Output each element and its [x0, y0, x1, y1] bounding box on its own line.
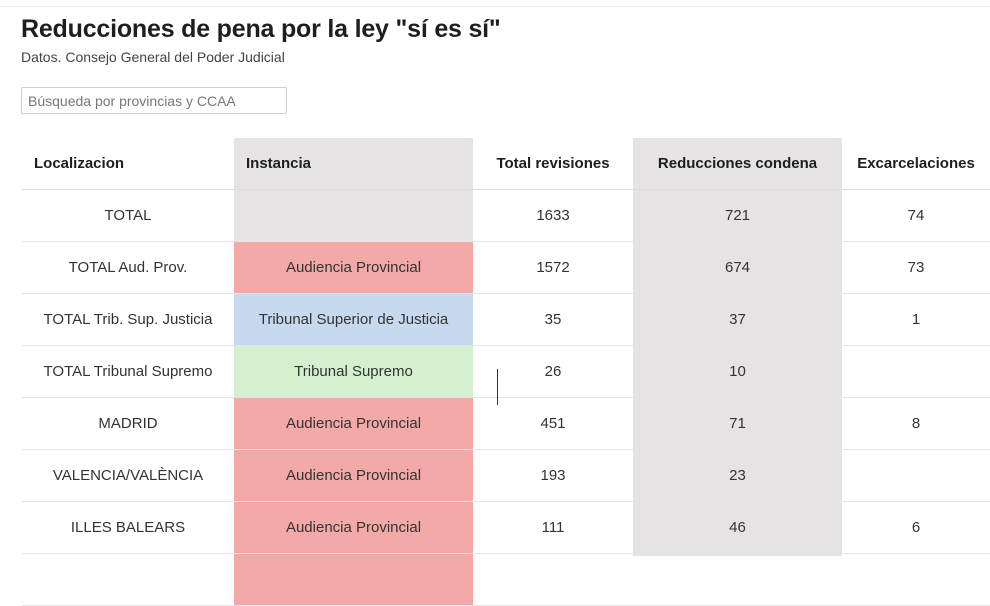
cell-excarcelaciones: 74: [842, 189, 990, 242]
cell-total-revisiones: 1572: [473, 241, 633, 294]
table-row: TOTAL Tribunal Supremo Tribunal Supremo 26…: [22, 345, 990, 398]
cell-localizacion: TOTAL Tribunal Supremo: [22, 345, 234, 398]
cell-reducciones-condena: 71: [633, 397, 842, 450]
cell-localizacion: TOTAL Aud. Prov.: [22, 241, 234, 294]
cell-total-revisiones: 26: [473, 345, 633, 398]
cell-reducciones-condena: 10: [633, 345, 842, 398]
cell-reducciones-condena: [633, 553, 842, 606]
cell-instancia: Audiencia Provincial: [234, 501, 473, 554]
table-header-row: Localizacion Instancia Total revisiones …: [22, 138, 990, 190]
cell-reducciones-condena: 37: [633, 293, 842, 346]
cell-localizacion: TOTAL: [22, 189, 234, 242]
page-subtitle: Datos. Consejo General del Poder Judicia…: [21, 49, 285, 65]
cell-localizacion: VALENCIA/VALÈNCIA: [22, 449, 234, 502]
table-row: TOTAL Aud. Prov. Audiencia Provincial 1572…: [22, 241, 990, 294]
cell-instancia: [234, 553, 473, 606]
table-row: TOTAL Trib. Sup. Justicia Tribunal Superi…: [22, 293, 990, 346]
header-instancia[interactable]: Instancia: [234, 138, 473, 190]
cell-excarcelaciones: 8: [842, 397, 990, 450]
cell-instancia: Tribunal Supremo: [234, 345, 473, 398]
table-row: VALENCIA/VALÈNCIA Audiencia Provincial 193…: [22, 449, 990, 502]
table-row: [22, 553, 990, 606]
cell-instancia: Audiencia Provincial: [234, 241, 473, 294]
table-row: MADRID Audiencia Provincial 451 71 8: [22, 397, 990, 450]
text-cursor: [497, 369, 498, 405]
cell-total-revisiones: 451: [473, 397, 633, 450]
cell-excarcelaciones: [842, 345, 990, 398]
cell-excarcelaciones: [842, 449, 990, 502]
cell-total-revisiones: 111: [473, 501, 633, 554]
cell-reducciones-condena: 721: [633, 189, 842, 242]
header-reducciones-condena[interactable]: Reducciones condena: [633, 138, 842, 190]
cell-excarcelaciones: 1: [842, 293, 990, 346]
header-excarcelaciones[interactable]: Excarcelaciones: [842, 138, 990, 190]
cell-reducciones-condena: 23: [633, 449, 842, 502]
cell-excarcelaciones: 73: [842, 241, 990, 294]
top-divider: [0, 6, 990, 7]
cell-total-revisiones: 35: [473, 293, 633, 346]
cell-reducciones-condena: 674: [633, 241, 842, 294]
cell-instancia: [234, 189, 473, 242]
cell-instancia: Audiencia Provincial: [234, 397, 473, 450]
table-row: ILLES BALEARS Audiencia Provincial 111 46 6: [22, 501, 990, 554]
cell-total-revisiones: 193: [473, 449, 633, 502]
cell-reducciones-condena: 46: [633, 501, 842, 554]
cell-excarcelaciones: [842, 553, 990, 606]
page-title: Reducciones de pena por la ley "sí es sí…: [21, 15, 501, 43]
cell-localizacion: [22, 553, 234, 606]
cell-total-revisiones: [473, 553, 633, 606]
search-input[interactable]: [21, 87, 287, 114]
data-table: Localizacion Instancia Total revisiones …: [22, 138, 990, 606]
header-localizacion[interactable]: Localizacion: [22, 138, 234, 190]
cell-instancia: Audiencia Provincial: [234, 449, 473, 502]
cell-total-revisiones: 1633: [473, 189, 633, 242]
cell-localizacion: ILLES BALEARS: [22, 501, 234, 554]
cell-excarcelaciones: 6: [842, 501, 990, 554]
table-row: TOTAL 1633 721 74: [22, 189, 990, 242]
cell-localizacion: TOTAL Trib. Sup. Justicia: [22, 293, 234, 346]
cell-instancia: Tribunal Superior de Justicia: [234, 293, 473, 346]
header-total-revisiones[interactable]: Total revisiones: [473, 138, 633, 190]
table-body: TOTAL 1633 721 74 TOTAL Aud. Prov. Audiencia …: [22, 189, 990, 606]
cell-localizacion: MADRID: [22, 397, 234, 450]
